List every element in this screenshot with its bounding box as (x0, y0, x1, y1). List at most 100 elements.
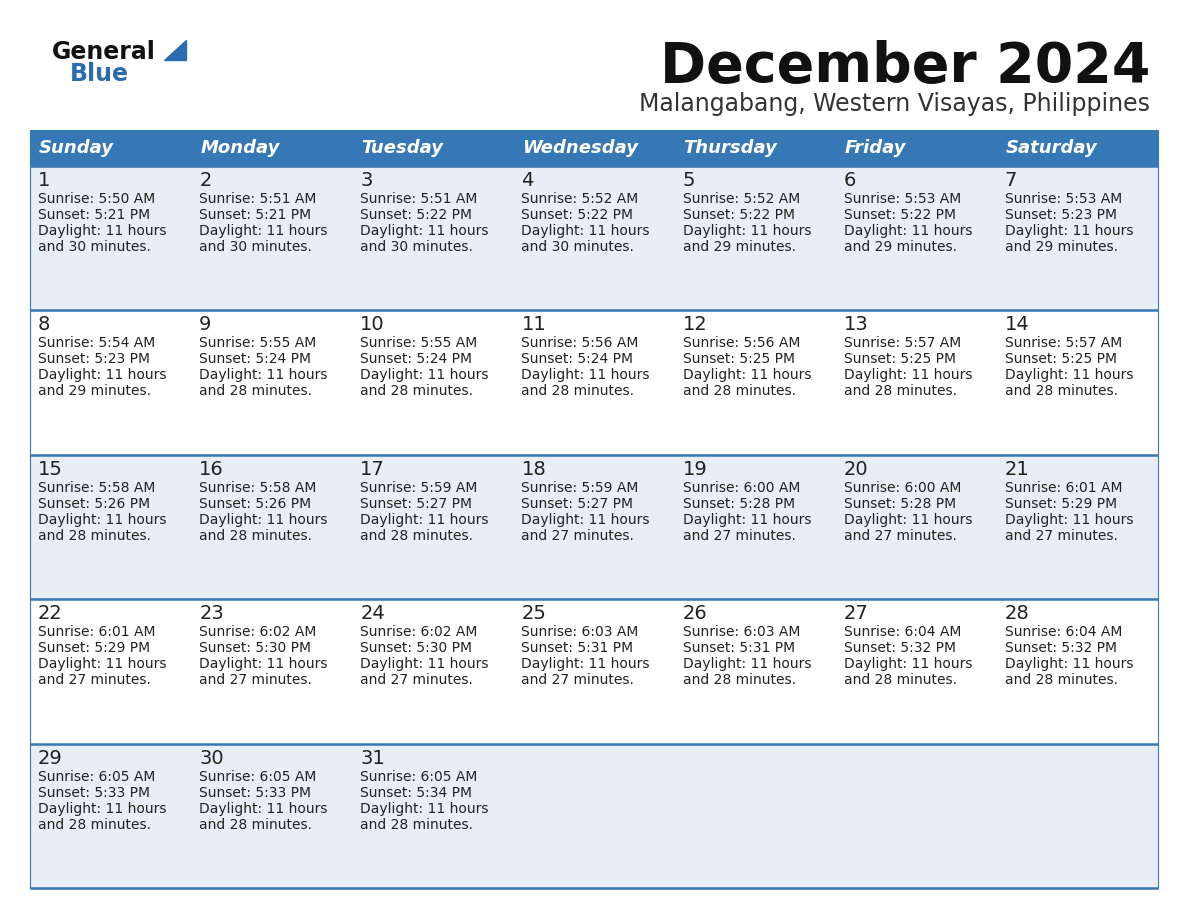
Text: 2: 2 (200, 171, 211, 190)
Text: Daylight: 11 hours: Daylight: 11 hours (360, 368, 488, 383)
Text: 15: 15 (38, 460, 63, 479)
Polygon shape (164, 40, 187, 60)
Text: Sunset: 5:30 PM: Sunset: 5:30 PM (360, 641, 473, 655)
Text: 10: 10 (360, 316, 385, 334)
Text: and 27 minutes.: and 27 minutes. (843, 529, 956, 543)
Text: Sunset: 5:22 PM: Sunset: 5:22 PM (683, 208, 795, 222)
Text: and 30 minutes.: and 30 minutes. (360, 240, 473, 254)
Text: and 27 minutes.: and 27 minutes. (200, 673, 312, 688)
Text: 11: 11 (522, 316, 546, 334)
Text: Sunset: 5:23 PM: Sunset: 5:23 PM (1005, 208, 1117, 222)
Text: Daylight: 11 hours: Daylight: 11 hours (200, 657, 328, 671)
Text: Sunrise: 6:05 AM: Sunrise: 6:05 AM (200, 769, 316, 784)
Text: Sunset: 5:31 PM: Sunset: 5:31 PM (683, 641, 795, 655)
Bar (30, 166, 1158, 310)
Text: Sunset: 5:27 PM: Sunset: 5:27 PM (360, 497, 473, 510)
Text: Sunrise: 6:04 AM: Sunrise: 6:04 AM (843, 625, 961, 639)
Text: 8: 8 (38, 316, 50, 334)
Text: 29: 29 (38, 748, 63, 767)
Text: Sunset: 5:23 PM: Sunset: 5:23 PM (38, 353, 150, 366)
Text: Daylight: 11 hours: Daylight: 11 hours (1005, 224, 1133, 238)
Text: Sunrise: 6:02 AM: Sunrise: 6:02 AM (200, 625, 316, 639)
Bar (191, 130, 353, 166)
Bar (997, 130, 1158, 166)
Text: and 28 minutes.: and 28 minutes. (843, 673, 956, 688)
Text: Wednesday: Wednesday (523, 139, 638, 157)
Text: Sunset: 5:28 PM: Sunset: 5:28 PM (683, 497, 795, 510)
Text: Sunset: 5:34 PM: Sunset: 5:34 PM (360, 786, 473, 800)
Text: Sunrise: 6:03 AM: Sunrise: 6:03 AM (522, 625, 639, 639)
Text: Sunrise: 5:52 AM: Sunrise: 5:52 AM (683, 192, 800, 206)
Text: Sunset: 5:32 PM: Sunset: 5:32 PM (843, 641, 955, 655)
Text: 18: 18 (522, 460, 546, 479)
Text: Thursday: Thursday (683, 139, 777, 157)
Text: Sunset: 5:24 PM: Sunset: 5:24 PM (522, 353, 633, 366)
Bar (30, 310, 1158, 454)
Text: and 27 minutes.: and 27 minutes. (522, 673, 634, 688)
Text: 3: 3 (360, 171, 373, 190)
Text: Sunrise: 5:57 AM: Sunrise: 5:57 AM (1005, 336, 1123, 351)
Text: and 28 minutes.: and 28 minutes. (360, 818, 473, 832)
Text: 20: 20 (843, 460, 868, 479)
Text: Daylight: 11 hours: Daylight: 11 hours (38, 801, 166, 815)
Text: Sunset: 5:28 PM: Sunset: 5:28 PM (843, 497, 956, 510)
Text: Daylight: 11 hours: Daylight: 11 hours (38, 513, 166, 527)
Text: 21: 21 (1005, 460, 1030, 479)
Text: Sunrise: 6:01 AM: Sunrise: 6:01 AM (1005, 481, 1123, 495)
Text: Sunset: 5:30 PM: Sunset: 5:30 PM (200, 641, 311, 655)
Text: Sunrise: 5:58 AM: Sunrise: 5:58 AM (200, 481, 316, 495)
Text: and 27 minutes.: and 27 minutes. (38, 673, 151, 688)
Text: and 30 minutes.: and 30 minutes. (522, 240, 634, 254)
Text: 13: 13 (843, 316, 868, 334)
Text: 1: 1 (38, 171, 50, 190)
Text: Sunset: 5:31 PM: Sunset: 5:31 PM (522, 641, 633, 655)
Bar (30, 130, 191, 166)
Text: Daylight: 11 hours: Daylight: 11 hours (683, 513, 811, 527)
Text: Sunrise: 5:53 AM: Sunrise: 5:53 AM (843, 192, 961, 206)
Bar (513, 130, 675, 166)
Text: 7: 7 (1005, 171, 1017, 190)
Text: 30: 30 (200, 748, 223, 767)
Bar (30, 454, 1158, 599)
Bar (30, 744, 1158, 888)
Text: and 28 minutes.: and 28 minutes. (683, 673, 796, 688)
Text: Daylight: 11 hours: Daylight: 11 hours (200, 801, 328, 815)
Text: and 28 minutes.: and 28 minutes. (1005, 673, 1118, 688)
Text: 12: 12 (683, 316, 707, 334)
Text: 17: 17 (360, 460, 385, 479)
Text: Sunset: 5:25 PM: Sunset: 5:25 PM (683, 353, 795, 366)
Text: Sunrise: 6:02 AM: Sunrise: 6:02 AM (360, 625, 478, 639)
Text: Sunrise: 5:51 AM: Sunrise: 5:51 AM (360, 192, 478, 206)
Text: Daylight: 11 hours: Daylight: 11 hours (360, 801, 488, 815)
Text: 25: 25 (522, 604, 546, 623)
Text: Daylight: 11 hours: Daylight: 11 hours (522, 368, 650, 383)
Text: Saturday: Saturday (1006, 139, 1098, 157)
Text: 4: 4 (522, 171, 533, 190)
Text: Daylight: 11 hours: Daylight: 11 hours (843, 224, 972, 238)
Text: Sunset: 5:33 PM: Sunset: 5:33 PM (38, 786, 150, 800)
Text: and 27 minutes.: and 27 minutes. (360, 673, 473, 688)
Text: December 2024: December 2024 (659, 40, 1150, 94)
Text: Daylight: 11 hours: Daylight: 11 hours (38, 657, 166, 671)
Text: Daylight: 11 hours: Daylight: 11 hours (522, 513, 650, 527)
Text: Sunrise: 5:50 AM: Sunrise: 5:50 AM (38, 192, 156, 206)
Bar (835, 130, 997, 166)
Text: Daylight: 11 hours: Daylight: 11 hours (360, 513, 488, 527)
Text: Daylight: 11 hours: Daylight: 11 hours (843, 368, 972, 383)
Text: 26: 26 (683, 604, 707, 623)
Text: Friday: Friday (845, 139, 906, 157)
Text: and 28 minutes.: and 28 minutes. (200, 385, 312, 398)
Text: Sunset: 5:21 PM: Sunset: 5:21 PM (38, 208, 150, 222)
Text: Sunrise: 5:59 AM: Sunrise: 5:59 AM (522, 481, 639, 495)
Text: 22: 22 (38, 604, 63, 623)
Text: Sunrise: 5:53 AM: Sunrise: 5:53 AM (1005, 192, 1123, 206)
Text: 14: 14 (1005, 316, 1030, 334)
Text: Sunset: 5:24 PM: Sunset: 5:24 PM (200, 353, 311, 366)
Text: Daylight: 11 hours: Daylight: 11 hours (522, 657, 650, 671)
Text: Daylight: 11 hours: Daylight: 11 hours (1005, 368, 1133, 383)
Text: Sunset: 5:21 PM: Sunset: 5:21 PM (200, 208, 311, 222)
Text: and 29 minutes.: and 29 minutes. (1005, 240, 1118, 254)
Text: Sunrise: 5:56 AM: Sunrise: 5:56 AM (683, 336, 800, 351)
Text: and 28 minutes.: and 28 minutes. (522, 385, 634, 398)
Text: and 27 minutes.: and 27 minutes. (683, 529, 796, 543)
